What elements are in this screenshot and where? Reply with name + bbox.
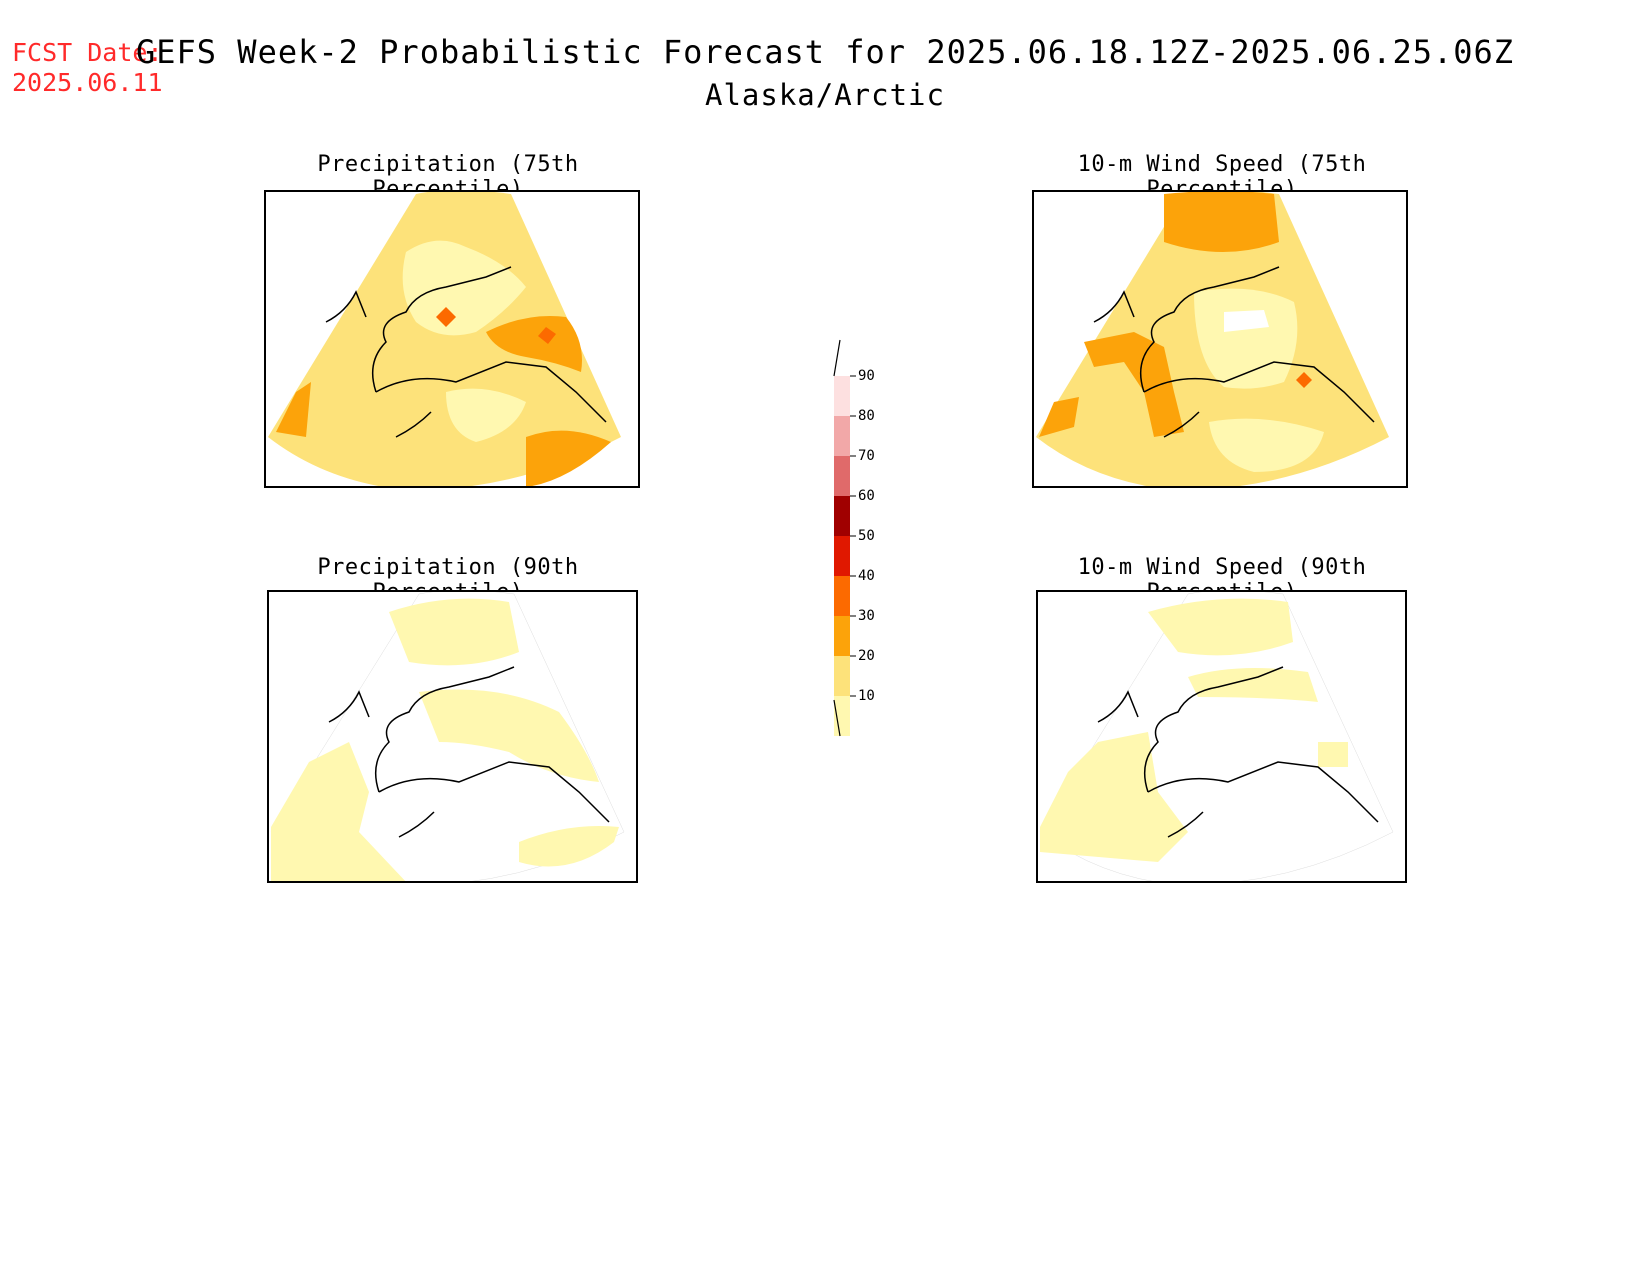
coastline [395, 411, 432, 438]
contour-mid [1164, 192, 1279, 252]
contour-low [1209, 418, 1324, 472]
coastline [374, 666, 515, 793]
map-panel-precip-75 [264, 190, 640, 488]
coastline [1093, 290, 1135, 323]
legend-swatch-30-40 [834, 616, 850, 656]
legend-swatch-20-30 [834, 656, 850, 696]
contour-mid [526, 430, 611, 486]
legend-tick-label: 50 [858, 528, 875, 544]
coastline [325, 290, 367, 323]
contour-low [1040, 732, 1188, 862]
legend-swatch-80-90 [834, 416, 850, 456]
map-panel-wind-75 [1032, 190, 1408, 488]
legend-tick-label: 10 [858, 688, 875, 704]
legend-swatch-70-80 [834, 456, 850, 496]
contour-low [1188, 668, 1318, 702]
map-wind-90 [1039, 592, 1394, 881]
color-legend-svg: 90 80 70 60 50 40 30 20 10 [833, 339, 875, 737]
contour-high [538, 327, 556, 344]
legend-bottom-arrow [833, 699, 841, 737]
forecast-sector [268, 192, 621, 486]
fcst-date-value: 2025.06.11 [12, 68, 163, 97]
legend-top-arrow [833, 339, 841, 377]
contour-high [1296, 372, 1312, 388]
contour-low [271, 742, 406, 881]
contour-mid [276, 382, 311, 437]
coastline [371, 266, 512, 393]
legend-tick-label: 40 [858, 568, 875, 584]
legend-tick-label: 90 [858, 368, 875, 384]
coastline [1097, 690, 1139, 723]
coastline [1143, 666, 1284, 793]
legend-tick-label: 70 [858, 448, 875, 464]
contour-none [1224, 310, 1269, 332]
contour-low [519, 826, 619, 867]
legend-swatch-60-70 [834, 496, 850, 536]
main-title: GEFS Week-2 Probabilistic Forecast for 2… [135, 33, 1515, 71]
color-legend: 90 80 70 60 50 40 30 20 10 [822, 338, 892, 738]
map-wind-75 [1036, 192, 1389, 486]
map-precip-75 [268, 192, 621, 486]
coastline [378, 761, 610, 823]
coastline [328, 690, 370, 723]
fcst-date: FCST Date: 2025.06.11 [12, 38, 163, 98]
coastline [1139, 266, 1280, 393]
coastline [1167, 811, 1204, 838]
coastline [1163, 411, 1200, 438]
map-panel-wind-90 [1036, 590, 1407, 883]
contour-mid [1084, 332, 1184, 437]
coastline [375, 361, 607, 423]
contour-mid [486, 316, 582, 372]
legend-swatch-50-60 [834, 536, 850, 576]
region-subtitle: Alaska/Arctic [705, 78, 945, 112]
coastline [1143, 361, 1375, 423]
legend-tick-label: 80 [858, 408, 875, 424]
legend-tick-label: 60 [858, 488, 875, 504]
map-precip-90 [270, 592, 625, 881]
legend-tick-label: 30 [858, 608, 875, 624]
contour-mid [1039, 397, 1079, 437]
panel-title-wind-75: 10-m Wind Speed (75th Percentile) [1077, 152, 1367, 202]
fcst-date-label: FCST Date: [12, 38, 163, 67]
legend-swatch-90-100 [834, 376, 850, 416]
legend-swatch-40-50 [834, 576, 850, 616]
contour-low [1148, 598, 1293, 656]
coastline [398, 811, 435, 838]
contour-low [419, 689, 599, 782]
contour-low [446, 388, 526, 442]
coastline [1147, 761, 1379, 823]
legend-tick-label: 20 [858, 648, 875, 664]
map-panel-precip-90 [267, 590, 638, 883]
contour-low [389, 598, 519, 666]
contour-low [402, 240, 526, 336]
contour-low [1318, 742, 1348, 767]
contour-high [436, 307, 456, 327]
